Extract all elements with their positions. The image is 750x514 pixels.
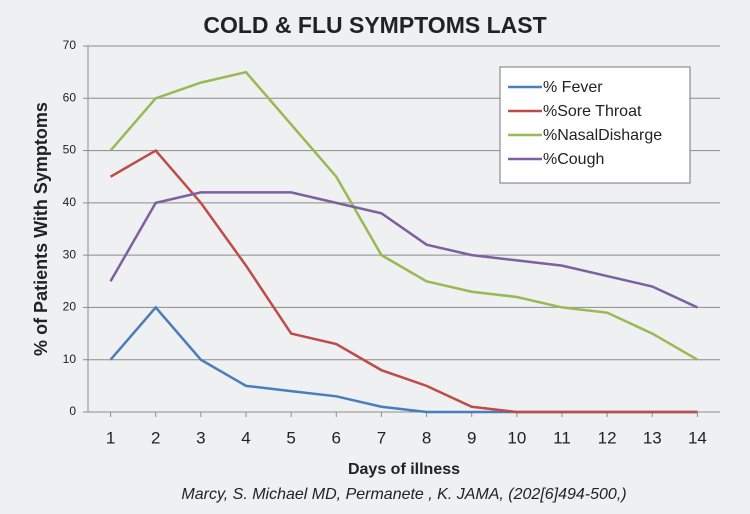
x-tick-label: 14: [688, 428, 707, 447]
y-tick-label: 20: [63, 300, 77, 314]
y-tick-label: 10: [63, 352, 77, 366]
source-note: Marcy, S. Michael MD, Permanete , K. JAM…: [181, 486, 626, 503]
x-axis-label: Days of illness: [348, 461, 460, 478]
series-line: [109, 148, 698, 414]
x-tick-label: 4: [241, 428, 250, 447]
legend-label: % Fever: [543, 79, 603, 96]
chart-title: COLD & FLU SYMPTOMS LAST: [203, 12, 546, 38]
x-tick-label: 7: [377, 428, 386, 447]
y-tick-label: 30: [63, 247, 77, 261]
y-tick-label: 70: [63, 38, 77, 52]
y-tick-label: 50: [63, 143, 77, 157]
x-tick-label: 12: [598, 428, 617, 447]
x-tick-label: 6: [332, 428, 341, 447]
x-tick-label: 9: [467, 428, 476, 447]
x-tick-label: 10: [507, 428, 526, 447]
x-tick-label: 5: [286, 428, 295, 447]
legend-label: %Sore Throat: [543, 103, 642, 120]
x-tick-label: 13: [643, 428, 662, 447]
y-axis-label: % of Patients With Symptoms: [31, 102, 51, 356]
legend-label: %NasalDisharge: [543, 127, 662, 144]
x-tick-label: 1: [106, 428, 115, 447]
x-tick-label: 8: [422, 428, 431, 447]
x-tick-label: 2: [151, 428, 160, 447]
y-tick-label: 60: [63, 90, 77, 104]
series-line: [109, 191, 698, 309]
y-tick-label: 0: [69, 404, 76, 418]
x-tick-label: 3: [196, 428, 205, 447]
legend-label: %Cough: [543, 151, 604, 168]
series-line: [109, 70, 699, 361]
x-tick-label: 11: [553, 428, 571, 447]
y-tick-label: 40: [63, 195, 77, 209]
